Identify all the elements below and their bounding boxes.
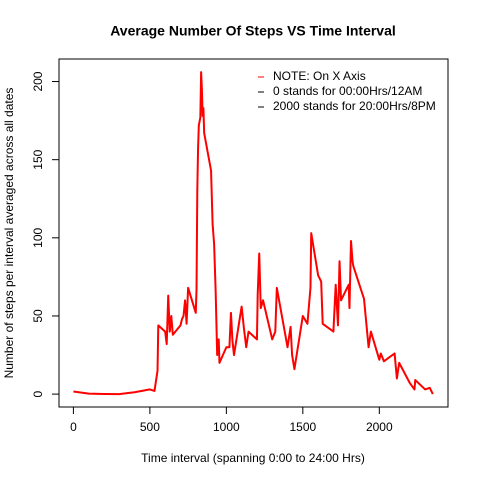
data-line xyxy=(73,71,434,396)
x-tick-label: 1500 xyxy=(289,420,316,434)
x-tick-label: 2000 xyxy=(366,420,393,434)
y-tick-label: 50 xyxy=(31,309,45,323)
y-axis-label: Number of steps per interval averaged ac… xyxy=(2,88,16,379)
x-tick-label: 0 xyxy=(70,420,77,434)
x-tick-label: 1000 xyxy=(213,420,240,434)
x-tick-label: 500 xyxy=(140,420,160,434)
chart-title: Average Number Of Steps VS Time Interval xyxy=(110,23,396,39)
legend-text: 2000 stands for 20:00Hrs/8PM xyxy=(273,99,436,113)
legend-text: 0 stands for 00:00Hrs/12AM xyxy=(273,84,422,98)
legend-text: NOTE: On X Axis xyxy=(273,69,366,83)
y-tick-label: 0 xyxy=(31,390,45,397)
y-tick-label: 150 xyxy=(31,149,45,169)
y-tick-label: 200 xyxy=(31,71,45,91)
y-tick-label: 100 xyxy=(31,227,45,247)
x-axis-label: Time interval (spanning 0:00 to 24:00 Hr… xyxy=(141,451,365,465)
